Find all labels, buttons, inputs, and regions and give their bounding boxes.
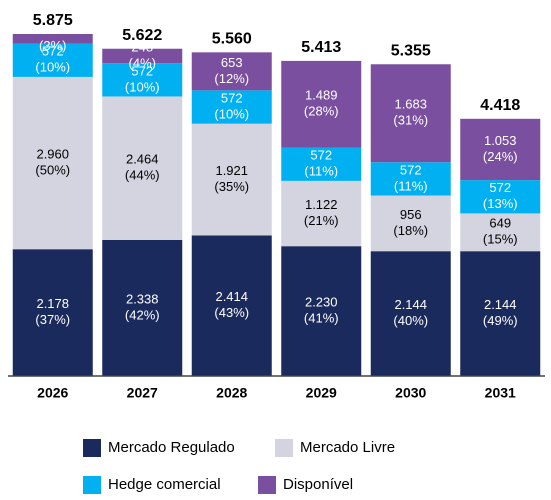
x-tick-label: 2029 (306, 385, 337, 401)
value-label: 2.144 (484, 297, 517, 312)
bar-segment (460, 251, 541, 376)
value-label: 1.489 (305, 88, 338, 103)
value-label: 1.122 (305, 197, 338, 212)
value-label: 572 (131, 63, 153, 78)
value-label: 2.960 (36, 146, 69, 161)
bar-segment (460, 180, 541, 214)
share-label: (4%) (129, 55, 156, 70)
share-label: (50%) (35, 162, 70, 177)
legend-label: Hedge comercial (108, 476, 221, 493)
bar-segment (191, 235, 272, 376)
bar-segment (191, 123, 272, 236)
share-label: (10%) (125, 79, 160, 94)
share-label: (11%) (394, 178, 428, 193)
share-label: (13%) (483, 196, 518, 211)
value-label: 653 (221, 55, 243, 70)
share-label: (3%) (39, 38, 66, 53)
bar-segment (370, 64, 451, 163)
share-label: (49%) (483, 313, 518, 328)
x-tick-label: 2028 (216, 385, 247, 401)
total-label: 5.560 (212, 31, 252, 48)
value-label: 2.178 (36, 296, 69, 311)
share-label: (15%) (483, 232, 518, 247)
share-label: (41%) (304, 311, 339, 326)
share-label: (24%) (483, 149, 518, 164)
total-label: 5.875 (33, 12, 73, 29)
value-label: 572 (310, 148, 332, 163)
share-label: (31%) (393, 113, 428, 128)
bar-segment (460, 118, 541, 181)
x-tick-label: 2027 (127, 385, 158, 401)
bar-segment (102, 48, 183, 64)
x-tick-label: 2030 (395, 385, 426, 401)
value-label: 1.053 (484, 133, 517, 148)
total-label: 5.413 (301, 39, 341, 56)
bar-segment (102, 63, 183, 97)
share-label: (35%) (214, 179, 249, 194)
share-label: (12%) (214, 71, 249, 86)
bar-segment (191, 90, 272, 124)
share-label: (11%) (304, 164, 338, 179)
value-label: 572 (489, 180, 511, 195)
value-label: 1.921 (215, 163, 248, 178)
bar-segment (460, 213, 541, 252)
bar-segment (12, 43, 93, 77)
share-label: (37%) (35, 312, 70, 327)
legend-swatch (83, 476, 101, 494)
value-label: 649 (489, 216, 511, 231)
value-label: 2.338 (126, 291, 159, 306)
legend-swatch (83, 439, 101, 457)
bar-segment (370, 251, 451, 376)
value-label: 956 (400, 207, 422, 222)
value-label: 165 (42, 22, 64, 37)
share-label: (40%) (393, 313, 428, 328)
bar-segment (12, 34, 93, 44)
share-label: (18%) (393, 223, 428, 238)
x-tick-label: 2026 (37, 385, 68, 401)
bar-segment (281, 60, 362, 148)
value-label: 2.414 (215, 289, 248, 304)
bar-segment (12, 76, 93, 250)
bar-segment (281, 180, 362, 247)
share-label: (44%) (125, 168, 160, 183)
value-label: 572 (42, 44, 64, 59)
value-label: 2.144 (394, 297, 427, 312)
legend-label: Mercado Livre (300, 439, 395, 456)
value-label: 2.230 (305, 295, 338, 310)
legend-swatch (258, 476, 276, 494)
value-label: 572 (400, 162, 422, 177)
total-label: 5.355 (391, 42, 431, 59)
value-label: 2.464 (126, 152, 159, 167)
share-label: (21%) (304, 213, 339, 228)
legend-label: Disponível (283, 476, 353, 493)
share-label: (43%) (214, 305, 249, 320)
bar-segment (12, 249, 93, 376)
total-label: 4.418 (480, 97, 520, 114)
bar-segment (102, 239, 183, 376)
bar-segment (281, 147, 362, 181)
legend-label: Mercado Regulado (108, 439, 235, 456)
bar-segment (281, 246, 362, 376)
value-label: 248 (131, 39, 153, 54)
legend-swatch (275, 439, 293, 457)
bar-segment (370, 195, 451, 252)
total-label: 5.622 (122, 27, 162, 44)
value-label: 1.683 (394, 97, 427, 112)
share-label: (10%) (214, 106, 249, 121)
value-label: 572 (221, 90, 243, 105)
share-label: (10%) (35, 60, 70, 75)
share-label: (28%) (304, 104, 339, 119)
bar-segment (191, 52, 272, 91)
bar-segment (370, 162, 451, 196)
share-label: (42%) (125, 307, 160, 322)
bar-segment (102, 96, 183, 240)
x-tick-label: 2031 (485, 385, 516, 401)
